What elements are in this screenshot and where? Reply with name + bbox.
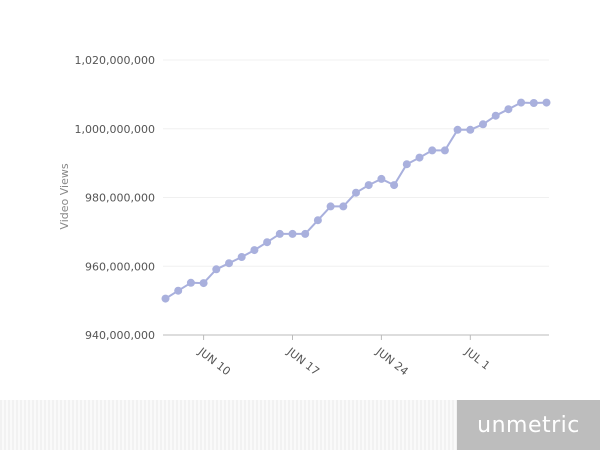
y-tick-label: 940,000,000	[85, 329, 155, 342]
data-point	[250, 246, 259, 255]
y-tick-label: 1,000,000,000	[75, 123, 155, 136]
data-point	[364, 181, 373, 190]
data-point	[237, 253, 246, 261]
data-point	[402, 160, 411, 169]
x-tick-label: JUN 10	[195, 345, 233, 379]
data-point	[326, 202, 335, 211]
data-point	[212, 265, 221, 274]
y-tick-label: 1,020,000,000	[75, 54, 155, 67]
data-point	[440, 146, 449, 155]
data-point	[529, 99, 538, 107]
data-point	[377, 174, 386, 183]
data-point	[186, 278, 195, 287]
data-point	[428, 146, 437, 155]
data-point	[275, 229, 284, 238]
data-point	[352, 188, 360, 197]
x-tick-label: JUL 1	[462, 345, 493, 373]
data-point	[339, 202, 348, 211]
series-line	[164, 101, 547, 300]
x-tick-label: JUN 24	[373, 345, 411, 379]
data-point	[263, 238, 272, 247]
footer-bar: unmetric	[0, 400, 600, 450]
x-tick-label: JUN 17	[284, 345, 322, 379]
data-point	[390, 181, 399, 190]
data-point	[542, 98, 551, 107]
data-point	[288, 229, 297, 238]
data-point	[225, 259, 233, 268]
line-chart: 940,000,000 960,000,000 980,000,000 1,000,0…	[58, 54, 551, 379]
brand-logo: unmetric	[457, 400, 600, 450]
data-point	[174, 286, 183, 295]
data-point	[301, 229, 310, 238]
data-point	[313, 216, 322, 225]
brand-logo-text: unmetric	[477, 412, 580, 438]
y-tick-label: 980,000,000	[85, 192, 155, 205]
data-point	[504, 105, 513, 114]
data-point	[479, 120, 487, 129]
y-axis-title: Video Views	[58, 163, 71, 229]
y-tick-label: 960,000,000	[85, 260, 155, 273]
data-point	[466, 125, 475, 134]
data-point	[491, 111, 500, 120]
data-point	[415, 153, 424, 162]
data-point	[517, 98, 526, 107]
data-point	[453, 125, 462, 134]
data-point	[161, 294, 170, 303]
data-point	[199, 279, 208, 288]
